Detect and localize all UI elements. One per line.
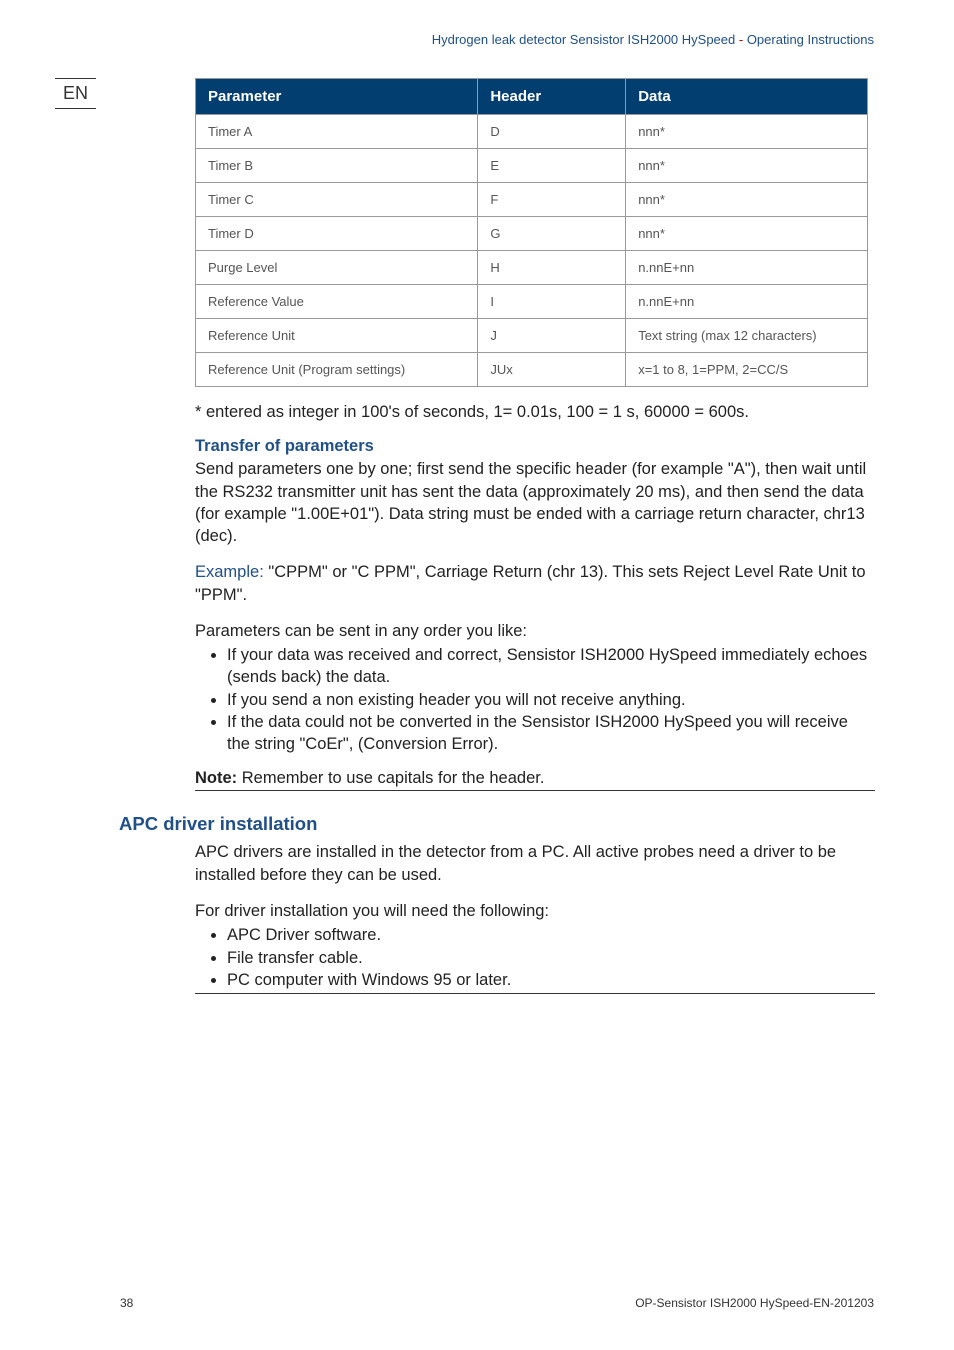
- cell-param: Reference Unit (Program settings): [196, 353, 478, 387]
- cell-param: Timer C: [196, 183, 478, 217]
- example-body: "CPPM" or "C PPM", Carriage Return (chr …: [195, 563, 866, 603]
- main-content: Parameter Header Data Timer ADnnn* Timer…: [195, 78, 875, 994]
- cell-header: I: [478, 285, 626, 319]
- transfer-title: Transfer of parameters: [195, 437, 875, 456]
- example-paragraph: Example: "CPPM" or "C PPM", Carriage Ret…: [195, 561, 875, 606]
- table-row: Timer ADnnn*: [196, 115, 868, 149]
- table-row: Timer DGnnn*: [196, 217, 868, 251]
- header-plain: Hydrogen leak detector Sensistor ISH2000…: [432, 32, 739, 47]
- apc-body: APC drivers are installed in the detecto…: [195, 841, 875, 886]
- cell-header: J: [478, 319, 626, 353]
- cell-data: nnn*: [626, 115, 868, 149]
- apc-list: APC Driver software. File transfer cable…: [195, 924, 875, 994]
- page-header: Hydrogen leak detector Sensistor ISH2000…: [432, 32, 874, 47]
- table-row: Timer CFnnn*: [196, 183, 868, 217]
- table-row: Reference ValueIn.nnE+nn: [196, 285, 868, 319]
- cell-data: x=1 to 8, 1=PPM, 2=CC/S: [626, 353, 868, 387]
- header-dash: -: [739, 32, 747, 47]
- cell-header: F: [478, 183, 626, 217]
- cell-param: Timer A: [196, 115, 478, 149]
- cell-data: n.nnE+nn: [626, 251, 868, 285]
- th-data: Data: [626, 79, 868, 115]
- table-row: Reference Unit (Program settings)JUxx=1 …: [196, 353, 868, 387]
- note-body: Remember to use capitals for the header.: [237, 769, 544, 787]
- cell-header: E: [478, 149, 626, 183]
- apc-title: APC driver installation: [119, 813, 875, 835]
- table-row: Purge LevelHn.nnE+nn: [196, 251, 868, 285]
- cell-param: Purge Level: [196, 251, 478, 285]
- list-item: File transfer cable.: [227, 947, 875, 969]
- note-row: Note: Remember to use capitals for the h…: [195, 769, 875, 791]
- footnote-text: * entered as integer in 100's of seconds…: [195, 401, 875, 423]
- th-header: Header: [478, 79, 626, 115]
- cell-param: Timer D: [196, 217, 478, 251]
- header-tail: Operating Instructions: [747, 32, 874, 47]
- language-tag: EN: [55, 78, 96, 109]
- footer-doc-id: OP-Sensistor ISH2000 HySpeed-EN-201203: [635, 1296, 874, 1310]
- cell-data: Text string (max 12 characters): [626, 319, 868, 353]
- apc-intro2: For driver installation you will need th…: [195, 900, 875, 922]
- paramsent-intro: Parameters can be sent in any order you …: [195, 620, 875, 642]
- list-item: APC Driver software.: [227, 924, 875, 946]
- cell-param: Reference Unit: [196, 319, 478, 353]
- cell-data: nnn*: [626, 217, 868, 251]
- cell-header: H: [478, 251, 626, 285]
- cell-param: Timer B: [196, 149, 478, 183]
- footer-page-number: 38: [120, 1296, 133, 1310]
- list-item: PC computer with Windows 95 or later.: [227, 969, 875, 991]
- example-label: Example:: [195, 563, 264, 581]
- cell-header: G: [478, 217, 626, 251]
- note-label: Note:: [195, 769, 237, 787]
- paramsent-list: If your data was received and correct, S…: [195, 644, 875, 755]
- th-parameter: Parameter: [196, 79, 478, 115]
- cell-data: nnn*: [626, 149, 868, 183]
- list-item: If you send a non existing header you wi…: [227, 689, 875, 711]
- cell-header: JUx: [478, 353, 626, 387]
- transfer-body: Send parameters one by one; first send t…: [195, 458, 875, 547]
- list-item: If your data was received and correct, S…: [227, 644, 875, 689]
- cell-header: D: [478, 115, 626, 149]
- cell-data: nnn*: [626, 183, 868, 217]
- cell-param: Reference Value: [196, 285, 478, 319]
- parameter-table: Parameter Header Data Timer ADnnn* Timer…: [195, 78, 868, 387]
- table-row: Reference UnitJText string (max 12 chara…: [196, 319, 868, 353]
- cell-data: n.nnE+nn: [626, 285, 868, 319]
- table-row: Timer BEnnn*: [196, 149, 868, 183]
- list-item: If the data could not be converted in th…: [227, 711, 875, 756]
